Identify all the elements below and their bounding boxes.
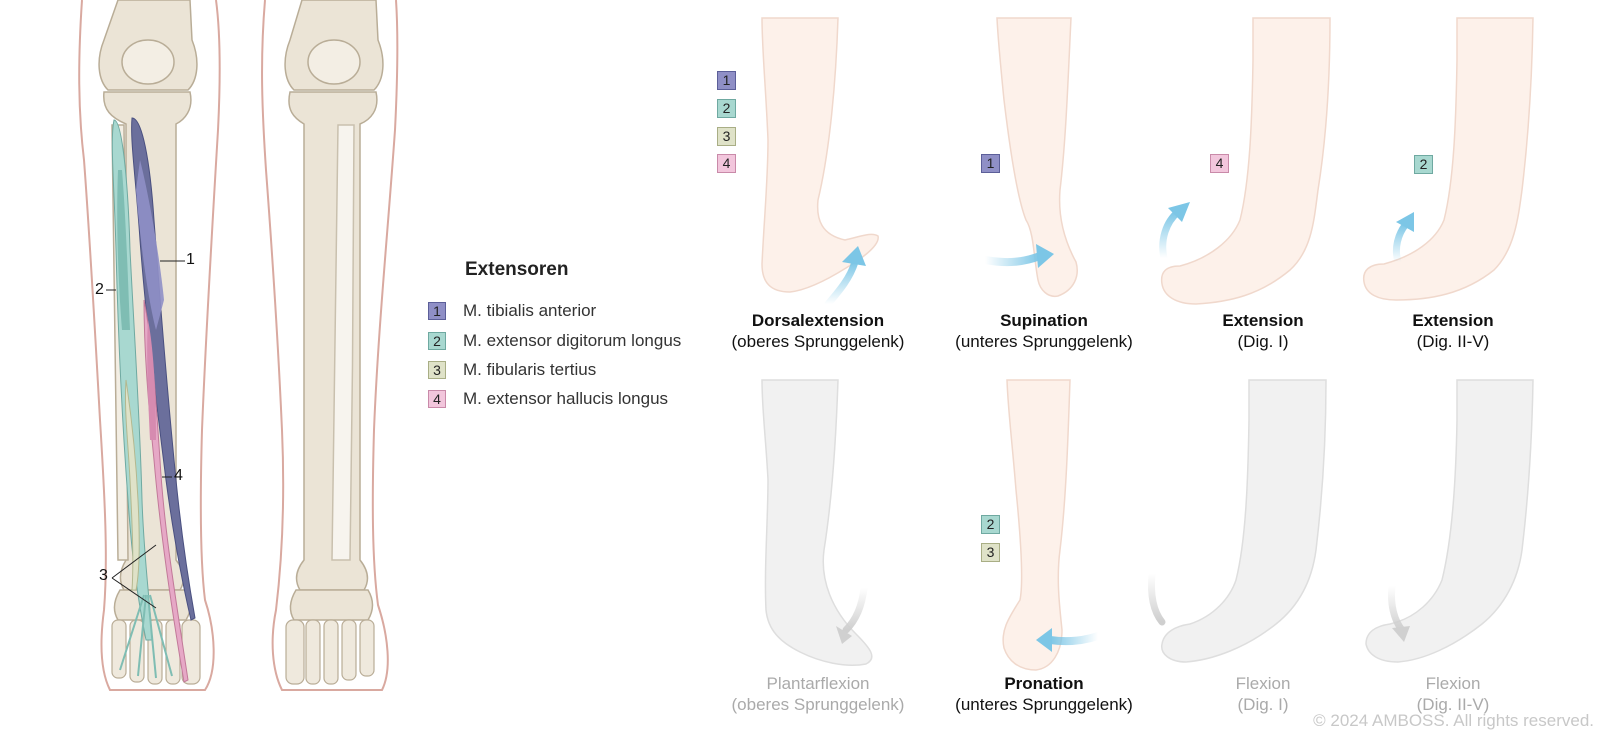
arrow-extension-dig1 [1159,208,1182,262]
badge-dorsal-4: 4 [717,154,736,173]
legend-badge: 1 [428,302,446,320]
legend-label: M. extensor digitorum longus [463,331,682,350]
badge-extdig25-2: 2 [1414,155,1433,174]
anatomy-label-3: 3 [99,567,108,584]
arrow-flexion-dig25 [1388,582,1406,634]
legend-item-fibularis: 3 M. fibularis tertius [428,359,596,381]
arrow-flexion-dig1 [1148,570,1166,626]
arrow-dorsalextension [824,258,859,308]
legend-item-digitorum: 2 M. extensor digitorum longus [428,330,681,352]
caption-subtitle: (unteres Sprunggelenk) [955,695,1133,714]
foot-flexion-dig1 [1161,379,1327,663]
right-leg-bones [284,0,384,621]
arrow-plantarflexion [842,584,868,634]
caption-extension-dig1: Extension (Dig. I) [1153,310,1373,352]
caption-title: Plantarflexion [766,674,870,693]
caption-dorsalextension: Dorsalextension (oberes Sprunggelenk) [708,310,928,352]
leg-anatomy-illustration [78,0,399,691]
legend-item-hallucis: 4 M. extensor hallucis longus [428,388,668,410]
caption-plantarflexion: Plantarflexion (oberes Sprunggelenk) [708,673,928,715]
caption-subtitle: (oberes Sprunggelenk) [731,332,905,351]
foot-flexion-dig25 [1365,379,1534,663]
foot-dorsalextension [761,17,879,293]
legend-title: Extensoren [465,259,569,280]
anatomy-label-4: 4 [174,467,183,484]
caption-subtitle: (Dig. II-V) [1416,695,1490,714]
badge-extdig1-4: 4 [1210,154,1229,173]
badge-supination-1: 1 [981,154,1000,173]
caption-extension-dig25: Extension (Dig. II-V) [1343,310,1563,352]
fibularis-tertius-muscle [124,379,140,591]
legend-label: M. tibialis anterior [463,301,597,320]
arrow-pronation [1046,632,1102,646]
caption-flexion-dig25: Flexion (Dig. II-V) [1343,673,1563,715]
caption-pronation: Pronation (unteres Sprunggelenk) [934,673,1154,715]
caption-title: Flexion [1235,674,1291,693]
legend-label: M. extensor hallucis longus [463,389,669,408]
caption-subtitle: (Dig. I) [1237,695,1289,714]
anatomy-label-2: 2 [95,281,104,298]
caption-subtitle: (unteres Sprunggelenk) [955,332,1133,351]
label-leader-lines [106,260,185,609]
foot-extension-dig1 [1160,17,1331,305]
legend-badge: 4 [428,390,446,408]
badge-pronation-3: 3 [981,543,1000,562]
arrow-extension-dig25 [1392,220,1410,266]
anatomy-label-1: 1 [186,251,195,268]
foot-extension-dig25 [1362,17,1534,301]
right-leg-outline [261,0,399,691]
caption-title: Pronation [1004,674,1084,693]
badge-dorsal-3: 3 [717,127,736,146]
legend-item-tibialis: 1 M. tibialis anterior [428,300,596,322]
caption-supination: Supination (unteres Sprunggelenk) [934,310,1154,352]
legend-badge: 2 [428,332,446,350]
caption-title: Supination [1000,311,1088,330]
caption-subtitle: (Dig. II-V) [1416,332,1490,351]
foot-plantarflexion [761,379,873,667]
foot-supination [996,17,1078,298]
foot-pronation [1002,379,1071,671]
caption-subtitle: (Dig. I) [1237,332,1289,351]
badge-pronation-2: 2 [981,515,1000,534]
badge-dorsal-1: 1 [717,71,736,90]
legend-label: M. fibularis tertius [463,360,597,379]
left-leg-outline [78,0,221,691]
caption-title: Dorsalextension [751,311,885,330]
legend-badge: 3 [428,361,446,379]
caption-title: Flexion [1425,674,1481,693]
arrow-supination [981,252,1044,267]
caption-flexion-dig1: Flexion (Dig. I) [1153,673,1373,715]
caption-title: Extension [1222,311,1304,330]
caption-title: Extension [1412,311,1494,330]
extensor-muscles [111,117,196,683]
caption-subtitle: (oberes Sprunggelenk) [731,695,905,714]
right-foot-bones [285,619,375,685]
copyright-notice: © 2024 AMBOSS. All rights reserved. [1313,711,1594,730]
badge-dorsal-2: 2 [717,99,736,118]
